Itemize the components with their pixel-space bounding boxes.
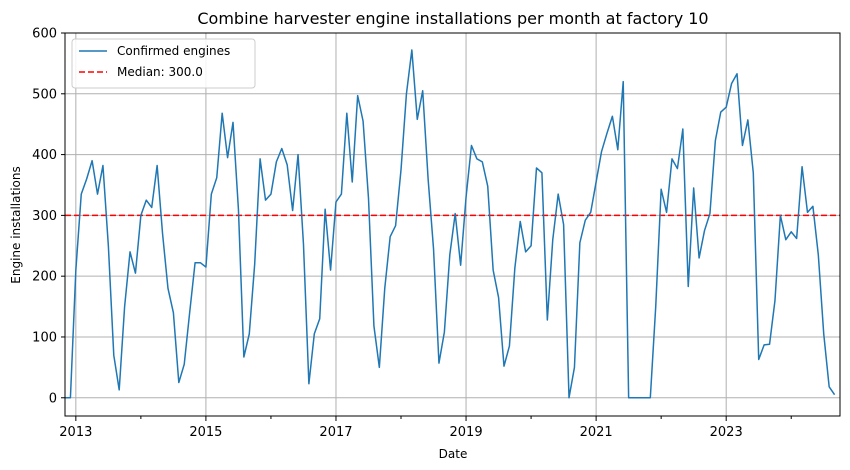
x-tick-label: 2023 bbox=[710, 425, 743, 440]
y-tick-label: 500 bbox=[32, 87, 57, 102]
legend-box bbox=[71, 38, 256, 89]
y-tick-label: 0 bbox=[49, 391, 57, 406]
legend-series-label: Confirmed engines bbox=[117, 44, 230, 58]
y-tick-label: 200 bbox=[32, 270, 57, 285]
x-tick-label: 2017 bbox=[319, 425, 352, 440]
grid-layer bbox=[65, 32, 840, 416]
series-layer bbox=[65, 49, 836, 399]
y-tick-label: 300 bbox=[32, 209, 57, 224]
x-axis-label: Date bbox=[439, 447, 468, 461]
x-tick-label: 2015 bbox=[189, 425, 222, 440]
y-tick-label: 400 bbox=[32, 148, 57, 163]
y-tick-label: 100 bbox=[32, 330, 57, 345]
plot-frame bbox=[64, 32, 841, 417]
chart-title: Combine harvester engine installations p… bbox=[197, 9, 708, 28]
series-line-confirmed-engines bbox=[65, 49, 836, 399]
x-tick-label: 2013 bbox=[59, 425, 92, 440]
x-tick-label: 2021 bbox=[580, 425, 613, 440]
tick-layer: 0 100 200 300 400 500 600 2013 2015 2017 2019 2021 2… bbox=[32, 27, 792, 440]
y-tick-label: 600 bbox=[32, 27, 57, 42]
x-tick-label: 2019 bbox=[450, 425, 483, 440]
y-axis-label: Engine installations bbox=[9, 166, 23, 283]
legend: Confirmed engines Median: 300.0 bbox=[71, 38, 256, 89]
legend-median-label: Median: 300.0 bbox=[117, 65, 203, 79]
